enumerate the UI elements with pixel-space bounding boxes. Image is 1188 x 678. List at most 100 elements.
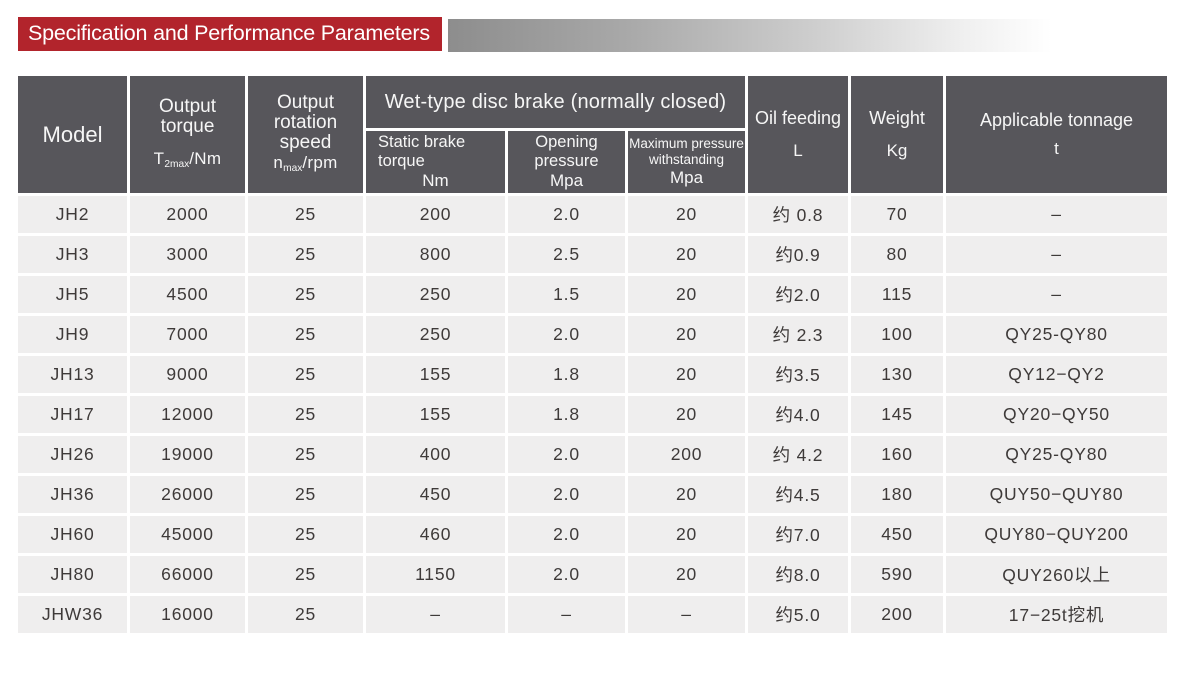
cell-opening-pressure: – [508,596,625,633]
cell-static-brake-torque: 250 [366,316,505,353]
cell-output-torque: 26000 [130,476,245,513]
table-row: JH13 9000 25 155 1.8 20 约3.5 130 QY12−QY… [18,356,1167,393]
cell-max-pressure: 20 [628,276,745,313]
cell-model: JH13 [18,356,127,393]
cell-output-speed: 25 [248,596,363,633]
cell-output-torque: 9000 [130,356,245,393]
cell-output-speed: 25 [248,436,363,473]
header-unit: Mpa [549,171,584,190]
title-decorative-bar [447,19,1052,52]
cell-static-brake-torque: 200 [366,196,505,233]
cell-applicable-tonnage: QUY80−QUY200 [946,516,1167,553]
cell-weight: 70 [851,196,943,233]
cell-model: JH36 [18,476,127,513]
table-row: JH5 4500 25 250 1.5 20 约2.0 115 – [18,276,1167,313]
cell-weight: 590 [851,556,943,593]
spec-table: Model Output torque T2max/Nm Output rota… [15,73,1170,636]
header-line: Oil feeding [754,108,842,128]
cell-weight: 180 [851,476,943,513]
cell-opening-pressure: 2.0 [508,476,625,513]
cell-max-pressure: 20 [628,196,745,233]
cell-max-pressure: 20 [628,556,745,593]
table-row: JH80 66000 25 1150 2.0 20 约8.0 590 QUY26… [18,556,1167,593]
cell-oil-feeding: 约4.5 [748,476,848,513]
cell-output-speed: 25 [248,276,363,313]
cell-weight: 160 [851,436,943,473]
header-line: Static brake [378,133,466,151]
cell-max-pressure: – [628,596,745,633]
section-title: Specification and Performance Parameters [18,17,442,51]
cell-opening-pressure: 1.5 [508,276,625,313]
cell-output-speed: 25 [248,516,363,553]
cell-output-speed: 25 [248,196,363,233]
header-line: Applicable tonnage [979,110,1134,130]
header-output-torque: Output torque T2max/Nm [130,76,245,193]
header-line: withstanding [648,152,725,167]
cell-weight: 80 [851,236,943,273]
cell-opening-pressure: 1.8 [508,356,625,393]
unit-suffix: /rpm [302,153,338,172]
header-line: Weight [869,108,925,128]
cell-max-pressure: 20 [628,516,745,553]
cell-static-brake-torque: 1150 [366,556,505,593]
header-opening-pressure: Opening pressure Mpa [508,131,625,193]
header-line: rotation [273,112,338,133]
title-row: Specification and Performance Parameters [18,17,1188,52]
unit-subscript: max [283,162,303,174]
table-body: JH2 2000 25 200 2.0 20 约 0.8 70 – JH3 30… [18,196,1167,633]
section-title-text: Specification and Performance Parameters [28,21,430,45]
cell-model: JH3 [18,236,127,273]
cell-weight: 115 [851,276,943,313]
cell-model: JH5 [18,276,127,313]
header-model-label: Model [42,121,103,147]
cell-oil-feeding: 约 2.3 [748,316,848,353]
header-model: Model [18,76,127,193]
table-row: JH3 3000 25 800 2.5 20 约0.9 80 – [18,236,1167,273]
unit-subscript: 2max [164,158,190,170]
table-row: JH9 7000 25 250 2.0 20 约 2.3 100 QY25-QY… [18,316,1167,353]
header-applicable-tonnage: Applicable tonnage t [946,76,1167,193]
cell-output-speed: 25 [248,476,363,513]
cell-model: JH17 [18,396,127,433]
header-line: Output [276,92,335,113]
cell-model: JH60 [18,516,127,553]
cell-oil-feeding: 约2.0 [748,276,848,313]
header-line: Opening [535,133,598,151]
table-row: JH17 12000 25 155 1.8 20 约4.0 145 QY20−Q… [18,396,1167,433]
cell-applicable-tonnage: QY25-QY80 [946,436,1167,473]
cell-static-brake-torque: 450 [366,476,505,513]
cell-max-pressure: 20 [628,396,745,433]
header-unit: t [1054,139,1059,158]
cell-applicable-tonnage: QY12−QY2 [946,356,1167,393]
cell-opening-pressure: 2.0 [508,556,625,593]
cell-output-torque: 4500 [130,276,245,313]
cell-weight: 145 [851,396,943,433]
header-unit: Kg [886,141,908,160]
cell-opening-pressure: 2.5 [508,236,625,273]
cell-max-pressure: 20 [628,236,745,273]
cell-weight: 450 [851,516,943,553]
cell-output-speed: 25 [248,236,363,273]
header-unit: Mpa [669,168,704,187]
cell-opening-pressure: 2.0 [508,436,625,473]
cell-output-torque: 7000 [130,316,245,353]
table-row: JH36 26000 25 450 2.0 20 约4.5 180 QUY50−… [18,476,1167,513]
cell-model: JH9 [18,316,127,353]
cell-static-brake-torque: 800 [366,236,505,273]
cell-applicable-tonnage: – [946,276,1167,313]
header-line: torque [378,152,425,170]
table-row: JH26 19000 25 400 2.0 200 约 4.2 160 QY25… [18,436,1167,473]
table-row: JH2 2000 25 200 2.0 20 约 0.8 70 – [18,196,1167,233]
cell-max-pressure: 20 [628,476,745,513]
unit-symbol: n [273,153,284,172]
cell-model: JH80 [18,556,127,593]
cell-oil-feeding: 约4.0 [748,396,848,433]
cell-output-speed: 25 [248,356,363,393]
cell-static-brake-torque: 250 [366,276,505,313]
cell-model: JH26 [18,436,127,473]
header-unit: L [793,141,803,160]
cell-model: JH2 [18,196,127,233]
cell-applicable-tonnage: 17−25t挖机 [946,596,1167,633]
header-wet-brake-group: Wet-type disc brake (normally closed) [366,76,745,128]
table-row: JH60 45000 25 460 2.0 20 约7.0 450 QUY80−… [18,516,1167,553]
